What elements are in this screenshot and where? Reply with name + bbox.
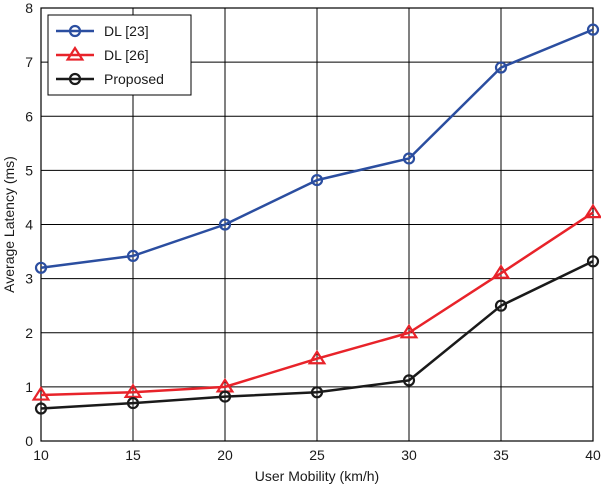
x-tick-label: 20	[217, 447, 233, 463]
legend-marker	[65, 45, 85, 61]
data-point	[218, 218, 232, 231]
series-line	[40, 260, 594, 410]
data-point	[307, 349, 327, 365]
data-point	[402, 152, 416, 165]
legend-label: DL [26]	[104, 47, 149, 63]
legend-item: DL [26]	[56, 45, 149, 63]
y-tick-label: 5	[25, 162, 33, 178]
x-tick-label: 30	[401, 447, 417, 463]
y-tick-label: 4	[25, 217, 33, 233]
x-tick-label: 25	[309, 447, 325, 463]
data-point	[218, 390, 232, 403]
legend-marker	[68, 24, 82, 38]
data-point	[34, 261, 48, 274]
data-point	[399, 323, 419, 339]
data-point	[491, 264, 511, 279]
series-proposed	[34, 255, 600, 415]
series-line	[40, 28, 594, 270]
y-tick-label: 8	[25, 0, 33, 16]
y-axis-label: Average Latency (ms)	[1, 156, 17, 293]
legend-item: Proposed	[56, 71, 164, 87]
data-point	[34, 402, 48, 415]
data-point	[586, 255, 600, 268]
data-point	[123, 383, 143, 398]
y-tick-label: 2	[25, 325, 33, 341]
series-dl-23	[34, 23, 600, 274]
x-axis-label: User Mobility (km/h)	[255, 468, 379, 484]
legend: DL [23] DL [26] Proposed	[47, 14, 192, 96]
x-tick-label: 35	[493, 447, 509, 463]
series-line	[40, 211, 594, 397]
data-point	[494, 61, 508, 74]
grid	[40, 7, 594, 442]
axis-ticks: 10 15 20 25 30 35 40 0 1 2 3 4 5 6 7 8	[25, 0, 601, 463]
x-tick-label: 40	[585, 447, 601, 463]
data-point	[402, 374, 416, 387]
y-tick-label: 3	[25, 271, 33, 287]
plot-frame	[40, 7, 594, 442]
data-point	[494, 299, 508, 312]
data-point	[126, 249, 140, 262]
y-tick-label: 0	[25, 433, 33, 449]
data-point	[126, 397, 140, 410]
legend-marker	[68, 72, 82, 86]
data-point	[310, 386, 324, 399]
y-tick-label: 7	[25, 54, 33, 70]
data-point	[31, 385, 51, 401]
data-point	[310, 174, 324, 187]
series-layer	[31, 23, 601, 415]
legend-label: Proposed	[104, 71, 164, 87]
data-point	[583, 203, 601, 219]
legend-item: DL [23]	[56, 23, 149, 39]
y-tick-label: 6	[25, 108, 33, 124]
legend-label: DL [23]	[104, 23, 149, 39]
data-point	[586, 23, 600, 36]
x-tick-label: 15	[125, 447, 141, 463]
x-tick-label: 10	[33, 447, 49, 463]
y-tick-label: 1	[25, 379, 33, 395]
